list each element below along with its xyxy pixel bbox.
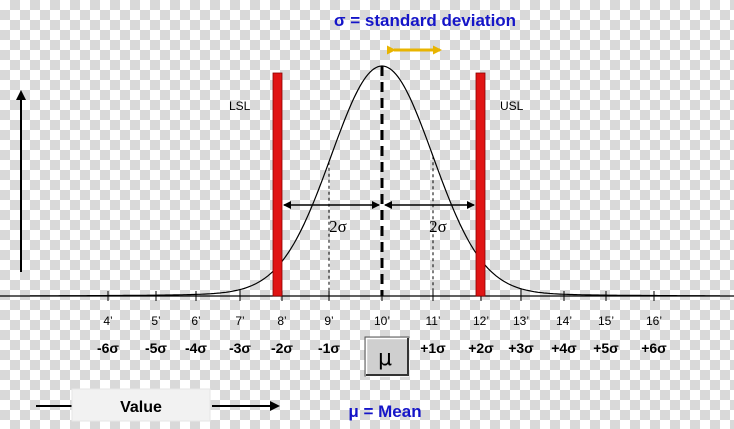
bell-curve [30, 65, 720, 297]
value-box [71, 388, 211, 422]
mu-button-label: μ [378, 346, 392, 371]
tick-sigma-label: +1σ [420, 340, 446, 356]
tick-position-label: 7’ [235, 314, 244, 328]
value-label: Value [120, 399, 162, 416]
tick-position-label: 13’ [513, 314, 529, 328]
right-span-label: 2σ [429, 217, 447, 236]
title: σ = standard deviation [334, 11, 516, 30]
tick-sigma-label: -1σ [318, 340, 340, 356]
left-span-label: 2σ [329, 217, 347, 236]
tick-sigma-label: -3σ [229, 340, 251, 356]
tick-position-label: 5’ [151, 314, 160, 328]
lsl-label: LSL [229, 99, 251, 113]
tick-sigma-label: +6σ [641, 340, 667, 356]
tick-sigma-label: +2σ [468, 340, 494, 356]
mean-label: μ = Mean [348, 402, 421, 421]
tick-sigma-label: +5σ [593, 340, 619, 356]
mu-button[interactable]: μ [364, 336, 410, 377]
usl-bar [475, 72, 486, 297]
tick-position-label: 6’ [191, 314, 200, 328]
tick-sigma-label: +4σ [551, 340, 577, 356]
tick-position-label: 16’ [646, 314, 662, 328]
tick-position-label: 10’ [374, 314, 390, 328]
tick-labels: 4’ -6σ 5’ -5σ 6’ -4σ 7’ -3σ 8’ -2σ 9’ -1σ 10’ 11’ +1σ 1… [97, 314, 667, 356]
tick-sigma-label: -5σ [145, 340, 167, 356]
tick-position-label: 4’ [103, 314, 112, 328]
tick-sigma-label: -6σ [97, 340, 119, 356]
tick-sigma-label: -2σ [271, 340, 293, 356]
usl-label: USL [500, 99, 524, 113]
lsl-bar [272, 72, 283, 297]
tick-sigma-label: +3σ [508, 340, 534, 356]
tick-position-label: 15’ [598, 314, 614, 328]
tick-position-label: 9’ [324, 314, 333, 328]
tick-position-label: 8’ [277, 314, 286, 328]
tick-sigma-label: -4σ [185, 340, 207, 356]
tick-position-label: 11’ [425, 314, 440, 328]
tick-position-label: 12’ [473, 314, 489, 328]
tick-position-label: 14’ [556, 314, 572, 328]
